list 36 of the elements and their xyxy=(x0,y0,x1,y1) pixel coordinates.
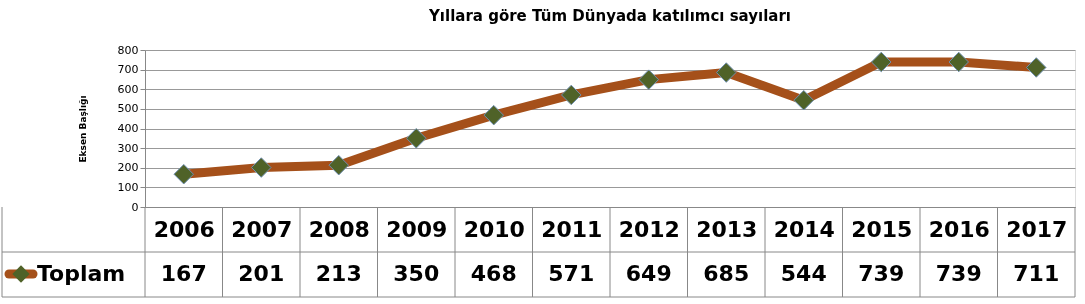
y-tick-label: 200 xyxy=(117,161,139,175)
y-tick-label: 800 xyxy=(117,43,139,57)
data-label: 201 xyxy=(238,261,285,286)
y-tick-label: 0 xyxy=(131,200,139,214)
data-label: 213 xyxy=(315,261,362,286)
x-tick-label: 2014 xyxy=(773,216,835,242)
y-axis-title: Eksen Başlığı xyxy=(77,95,88,163)
x-tick-label: 2013 xyxy=(696,216,758,242)
x-tick-label: 2008 xyxy=(308,216,370,242)
data-label: 571 xyxy=(548,261,595,286)
y-tick-label: 300 xyxy=(117,141,139,155)
x-tick-label: 2015 xyxy=(851,216,913,242)
legend-label: Toplam xyxy=(37,261,126,286)
data-label: 739 xyxy=(858,261,905,286)
x-tick-label: 2007 xyxy=(231,216,293,242)
x-tick-label: 2011 xyxy=(541,216,603,242)
data-label: 544 xyxy=(780,261,827,286)
x-tick-label: 2006 xyxy=(153,216,215,242)
x-tick-label: 2012 xyxy=(618,216,680,242)
x-tick-label: 2010 xyxy=(463,216,525,242)
y-tick-label: 500 xyxy=(117,102,139,116)
y-tick-label: 400 xyxy=(117,122,139,135)
x-tick-label: 2016 xyxy=(928,216,990,242)
data-label: 685 xyxy=(703,261,750,286)
data-label: 350 xyxy=(393,261,440,286)
data-label: 167 xyxy=(160,261,207,286)
data-label: 649 xyxy=(625,261,672,286)
data-label: 468 xyxy=(470,261,517,286)
y-tick-label: 700 xyxy=(117,63,139,77)
y-tick-label: 100 xyxy=(117,180,139,194)
data-label: 711 xyxy=(1013,261,1060,286)
x-tick-label: 2017 xyxy=(1006,216,1068,242)
y-tick-label: 600 xyxy=(117,82,139,96)
data-label: 739 xyxy=(935,261,982,286)
chart-title: Yıllara göre Tüm Dünyada katılımcı sayıları xyxy=(428,7,791,25)
x-tick-label: 2009 xyxy=(386,216,448,242)
